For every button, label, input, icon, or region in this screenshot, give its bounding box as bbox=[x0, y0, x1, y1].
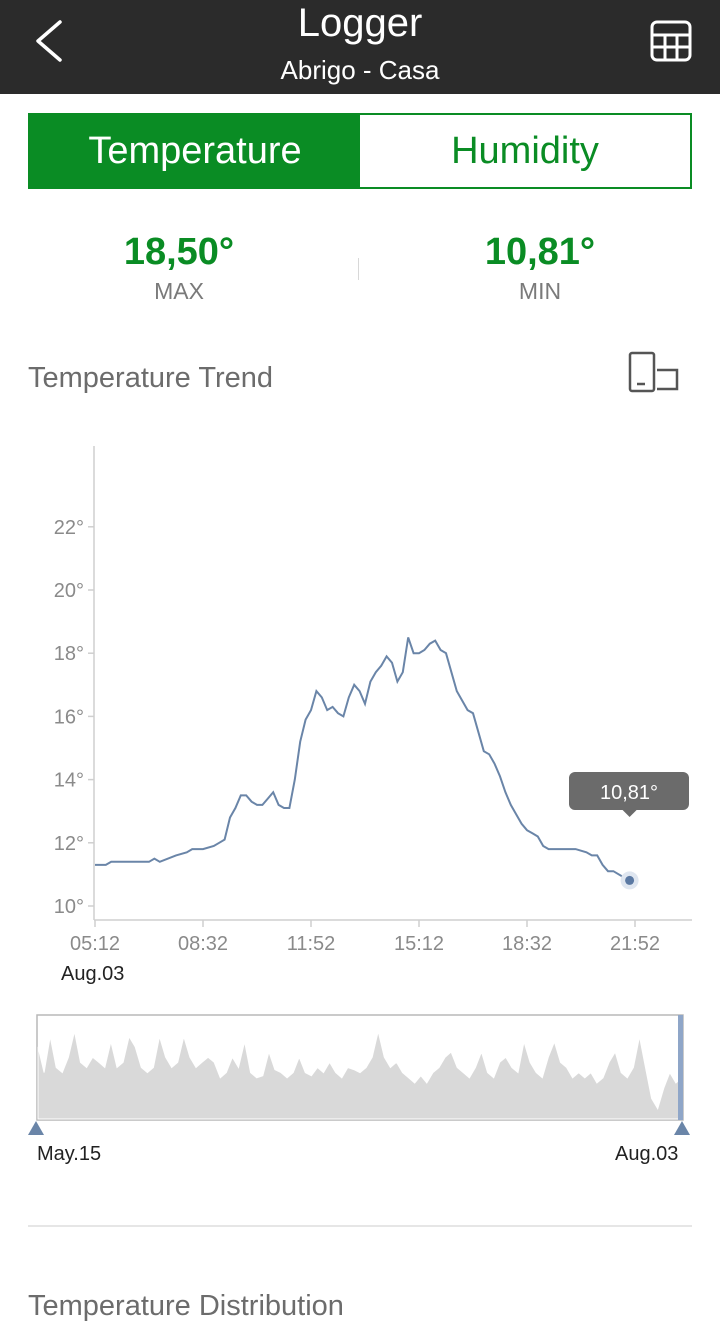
min-stat: 10,81° MIN bbox=[390, 230, 690, 306]
y-tick-label: 22° bbox=[54, 517, 84, 539]
tooltip-label: 10,81° bbox=[600, 782, 658, 804]
page-subtitle: Abrigo - Casa bbox=[280, 55, 440, 85]
navigator-end-handle[interactable] bbox=[674, 1121, 690, 1135]
rotate-screen-button[interactable] bbox=[626, 350, 682, 396]
x-axis-ticks: 05:12 08:32 11:52 15:12 18:32 21:52 bbox=[70, 920, 660, 955]
max-value: 18,50° bbox=[123, 231, 235, 273]
chart-start-date: Aug.03 bbox=[61, 963, 125, 985]
rotate-screen-icon bbox=[628, 351, 679, 393]
min-value: 10,81° bbox=[484, 231, 596, 273]
navigator-start-label: May.15 bbox=[37, 1143, 102, 1165]
table-grid-icon bbox=[650, 20, 692, 62]
x-tick-label: 18:32 bbox=[502, 933, 552, 955]
y-tick-label: 10° bbox=[54, 896, 84, 918]
x-tick-label: 05:12 bbox=[70, 933, 120, 955]
y-tick-label: 20° bbox=[54, 580, 84, 602]
value-tooltip: 10,81° bbox=[569, 772, 689, 890]
x-tick-label: 11:52 bbox=[287, 933, 336, 955]
metric-tabs: Temperature Humidity bbox=[28, 113, 692, 189]
navigator-end-label: Aug.03 bbox=[615, 1143, 679, 1165]
temperature-series-line bbox=[95, 637, 631, 882]
x-tick-label: 08:32 bbox=[178, 933, 228, 955]
tooltip-box bbox=[569, 772, 689, 810]
tooltip-pointer bbox=[622, 810, 637, 817]
top-bar: Logger Abrigo - Casa bbox=[0, 0, 720, 94]
chart-axes bbox=[93, 446, 692, 921]
tooltip-point bbox=[625, 875, 635, 885]
back-chevron-icon bbox=[36, 20, 62, 62]
y-tick-label: 16° bbox=[54, 706, 84, 728]
y-tick-label: 14° bbox=[54, 770, 84, 792]
min-label: MIN bbox=[518, 278, 562, 304]
temperature-trend-chart[interactable]: 10° 12° 14° 16° 18° 20° 22° 05:12 08:32 11:52 15:… bbox=[0, 430, 720, 1000]
range-navigator[interactable] bbox=[20, 1010, 700, 1140]
trend-title: Temperature Trend bbox=[28, 362, 274, 394]
y-tick-label: 18° bbox=[54, 643, 84, 665]
back-button[interactable] bbox=[28, 18, 74, 64]
navigator-start-handle[interactable] bbox=[28, 1121, 44, 1135]
x-tick-label: 15:12 bbox=[394, 933, 444, 955]
page-title: Logger bbox=[297, 1, 423, 45]
section-divider bbox=[28, 1225, 692, 1227]
max-label: MAX bbox=[154, 278, 204, 304]
tab-humidity[interactable]: Humidity bbox=[360, 115, 690, 187]
y-tick-label: 12° bbox=[54, 833, 84, 855]
tab-temperature[interactable]: Temperature bbox=[30, 115, 360, 187]
max-stat: 18,50° MAX bbox=[29, 230, 329, 306]
navigator-overview-area bbox=[37, 1031, 683, 1120]
x-tick-label: 21:52 bbox=[610, 933, 660, 955]
navigator-selection bbox=[678, 1015, 683, 1120]
y-axis-ticks: 10° 12° 14° 16° 18° 20° 22° bbox=[54, 517, 94, 918]
distribution-title: Temperature Distribution bbox=[28, 1290, 344, 1322]
table-view-button[interactable] bbox=[648, 18, 694, 64]
stat-divider bbox=[358, 258, 359, 280]
